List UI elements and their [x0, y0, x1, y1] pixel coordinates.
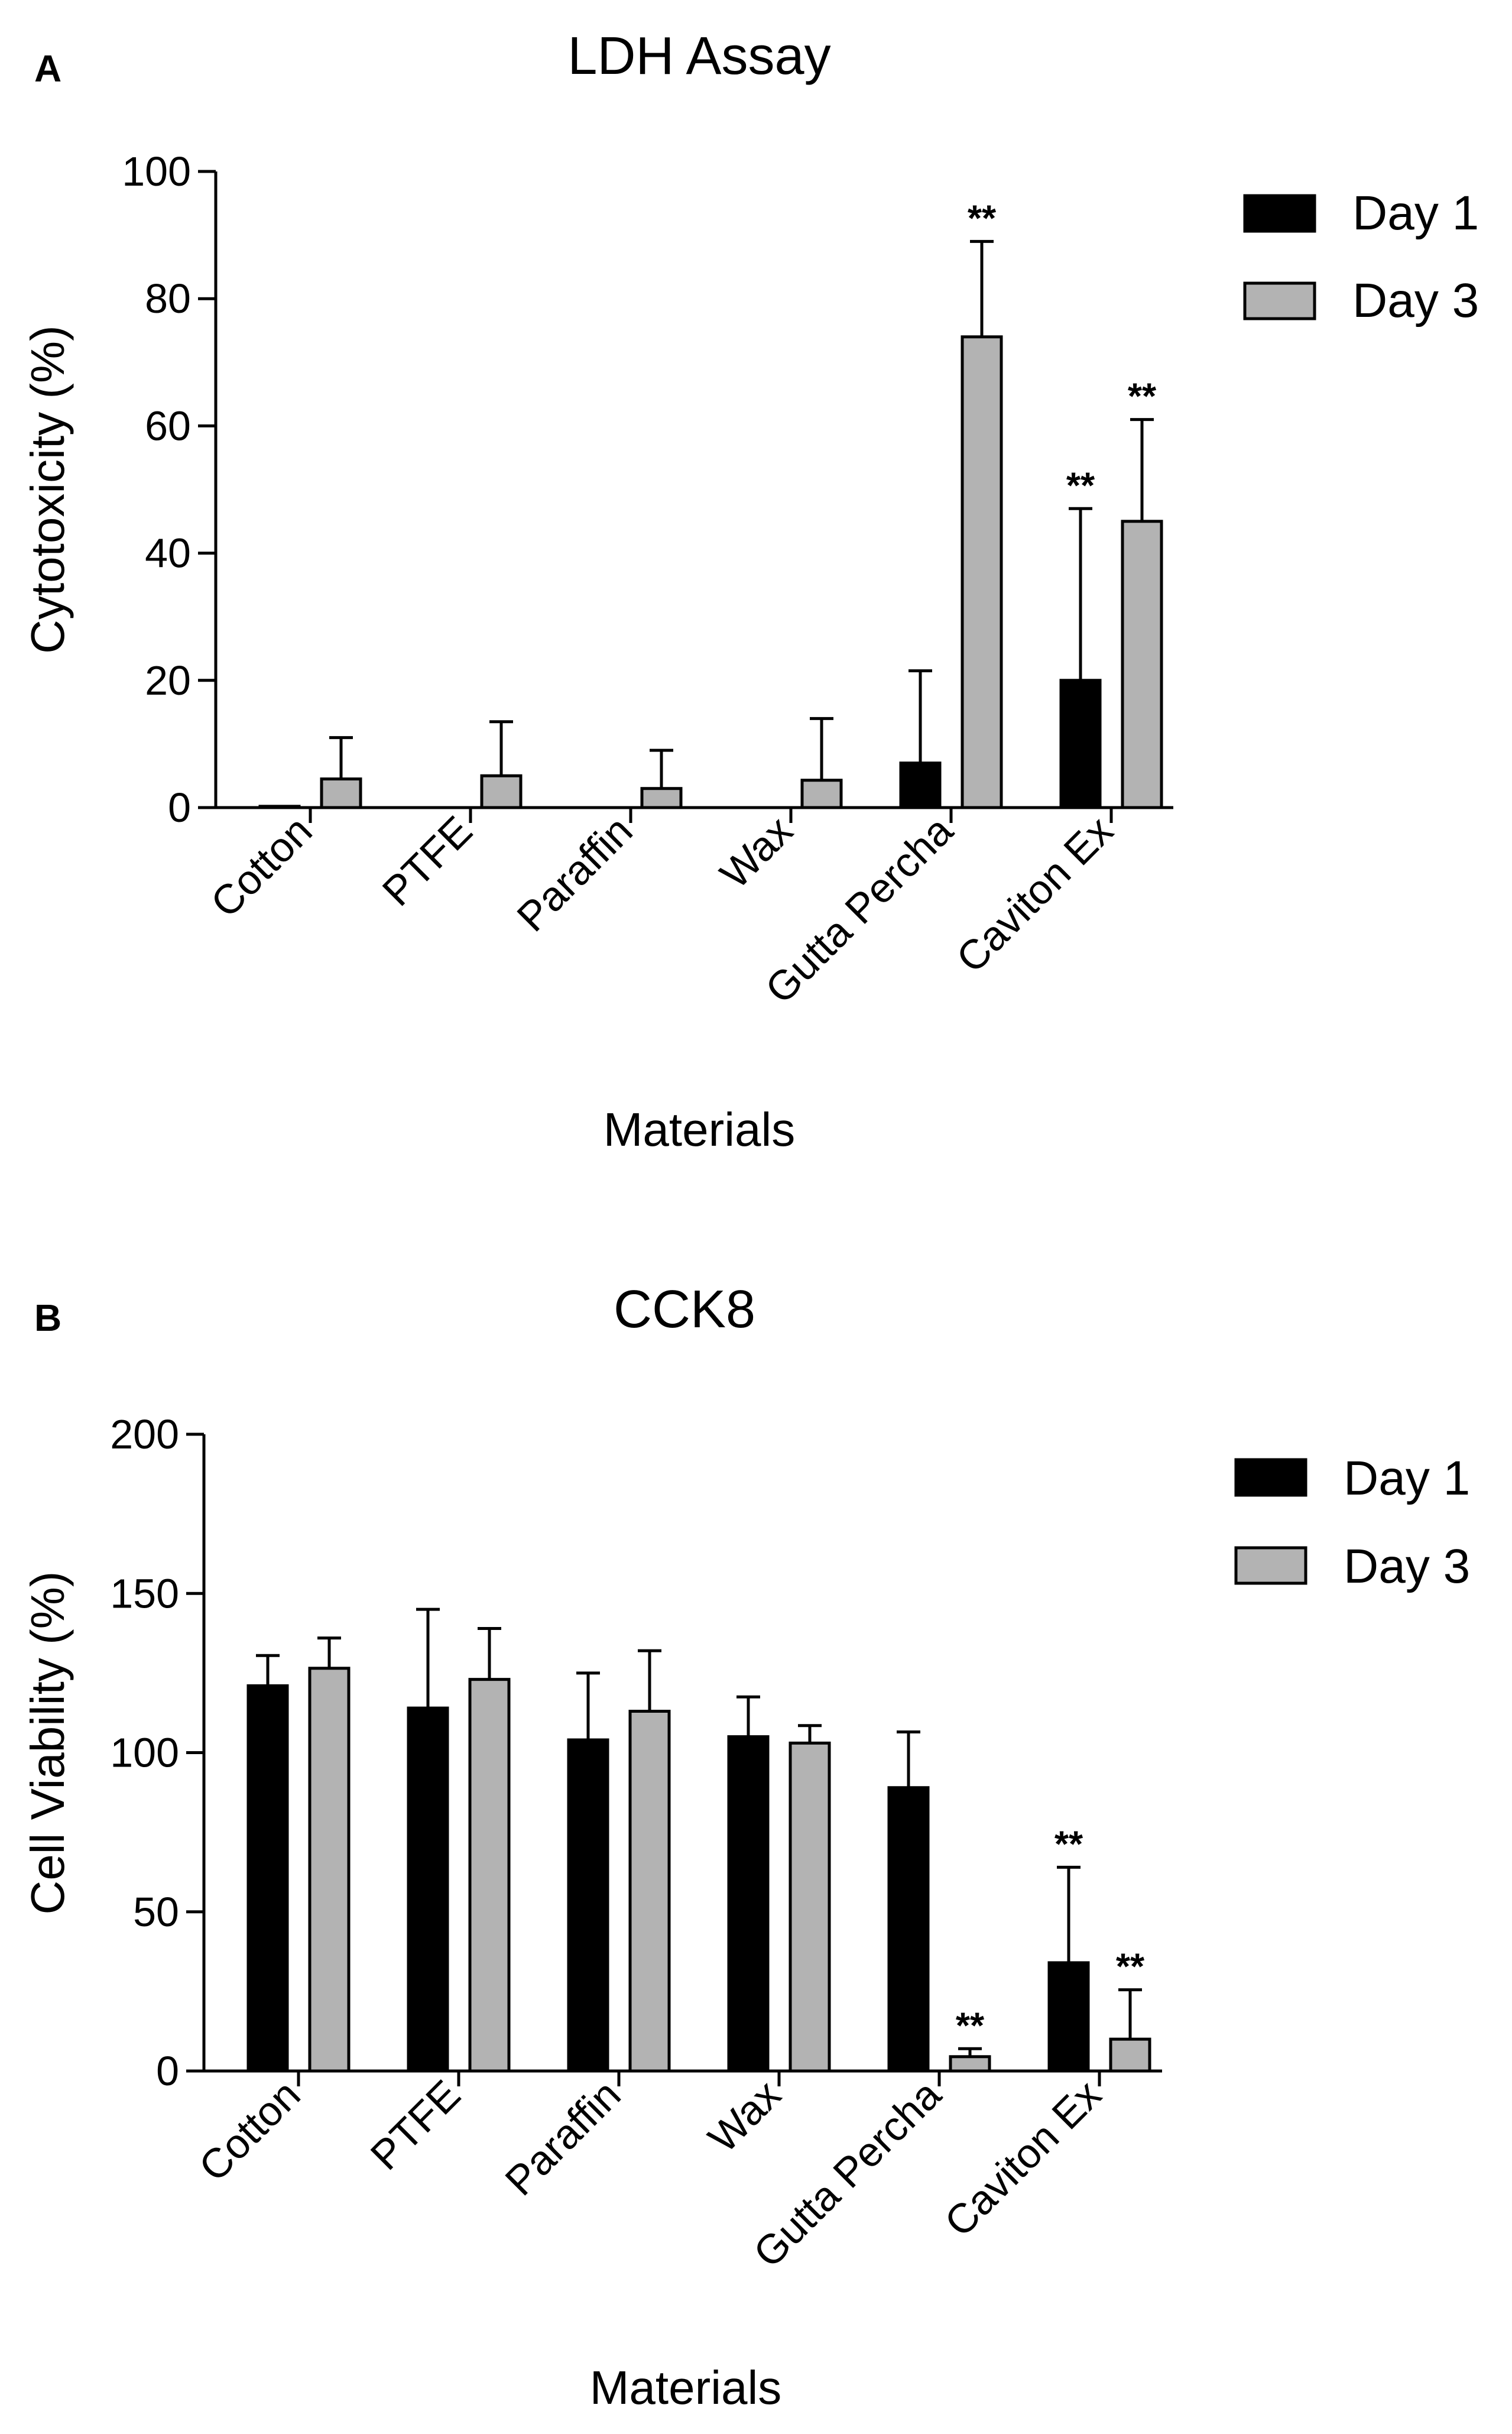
panel-a-error-bar-1-5: [1130, 418, 1154, 521]
panel-a-error-bar-0-4: [909, 669, 932, 763]
panel-a-y-tick-label-2: 40: [145, 530, 191, 576]
panel-b-bar-day1-4: [887, 1786, 930, 2073]
panel-b-category-label-2: Paraffin: [497, 2071, 630, 2204]
panel-a-title: LDH Assay: [567, 27, 830, 86]
panel-b-bar-day3-2: [628, 1709, 671, 2073]
panel-b-legend: Day 1 Day 3: [1234, 1451, 1470, 1593]
panel-b-letter: B: [34, 1297, 61, 1339]
panel-b-x-axis-label: Materials: [590, 2361, 782, 2414]
panel-b-y-tick-label-1: 50: [133, 1889, 179, 1935]
panel-a-category-label-1: PTFE: [374, 807, 481, 915]
panel-a-error-bar-1-1: [489, 720, 513, 776]
panel-a-error-bar-1-2: [650, 748, 673, 789]
panel-a-bars: ** ** **: [258, 198, 1163, 809]
panel-a-significance-1-5: **: [1128, 377, 1157, 417]
panel-b-error-bar-0-2: [576, 1671, 600, 1740]
panel-b-y-tick-label-3: 150: [110, 1570, 179, 1616]
panel-b-bars: ** ** **: [246, 1607, 1151, 2073]
panel-a-error-bar-0-5: [1069, 507, 1092, 680]
panel-b-bar-day1-2: [567, 1738, 609, 2073]
panel-b-title: CCK8: [614, 1280, 755, 1339]
panel-b-category-label-1: PTFE: [362, 2071, 469, 2179]
panel-a-category-label-3: Wax: [711, 807, 801, 897]
panel-b-y-tick-label-4: 200: [110, 1411, 179, 1457]
panel-b-bar-day1-1: [407, 1706, 449, 2073]
panel-b-significance-0-5: **: [1054, 1824, 1083, 1865]
panel-a-significance-0-5: **: [1066, 465, 1095, 506]
panel-a-y-tick-label-4: 80: [145, 276, 191, 322]
panel-b-error-bar-1-4: [958, 2047, 982, 2057]
panel-b-y-tick-label-2: 100: [110, 1730, 179, 1776]
panel-a-significance-1-4: **: [968, 198, 997, 239]
panel-a-category-label-2: Paraffin: [508, 807, 641, 940]
panel-a-bar-day3-2: [640, 787, 683, 809]
panel-b-legend-swatch-day3: [1234, 1546, 1307, 1585]
panel-b-cck8-chart: B CCK8 Cell Viability (%) Materials 0 50 1…: [21, 1280, 1470, 2414]
panel-b-significance-1-5: **: [1116, 1947, 1145, 1988]
panel-b-error-bar-1-0: [317, 1636, 341, 1668]
panel-a-ldh-chart: A LDH Assay Cytotoxicity (%) Materials 0…: [21, 27, 1479, 1156]
panel-a-legend-swatch-day1: [1243, 194, 1316, 233]
panel-b-error-bar-0-1: [416, 1607, 440, 1709]
panel-a-legend: Day 1 Day 3: [1243, 186, 1479, 328]
panel-a-bar-day1-4: [899, 761, 942, 809]
panel-b-y-axis-label: Cell Viability (%): [21, 1571, 74, 1915]
panel-b-legend-label-day1: Day 1: [1344, 1451, 1470, 1505]
panel-a-letter: A: [34, 47, 61, 90]
panel-b-error-bar-0-0: [256, 1654, 280, 1686]
panel-b-y-tick-label-0: 0: [156, 2048, 179, 2094]
panel-a-y-axis-label: Cytotoxicity (%): [21, 325, 74, 654]
panel-b-category-label-0: Cotton: [190, 2071, 309, 2190]
panel-b-error-bar-0-4: [897, 1730, 920, 1788]
panel-a-category-label-0: Cotton: [202, 807, 321, 926]
panel-a-bar-day3-5: [1121, 520, 1163, 809]
panel-a-x-axis-label: Materials: [603, 1103, 796, 1156]
panel-a-error-bar-1-3: [810, 717, 833, 780]
panel-b-error-bar-1-1: [478, 1626, 501, 1680]
panel-a-error-bar-1-0: [329, 736, 353, 779]
panel-b-bar-day1-5: [1047, 1961, 1090, 2073]
panel-b-bar-day3-5: [1109, 2037, 1151, 2073]
panel-a-error-bar-1-4: [970, 239, 994, 337]
panel-b-error-bar-1-5: [1118, 1988, 1142, 2040]
panel-b-bar-day3-4: [949, 2055, 991, 2073]
panel-b-bar-day3-1: [468, 1678, 511, 2073]
panel-a-legend-label-day3: Day 3: [1352, 274, 1479, 328]
panel-b-bar-day1-3: [727, 1735, 770, 2073]
panel-b-category-label-5: Caviton Ex: [936, 2071, 1109, 2245]
panel-a-bar-day1-5: [1059, 679, 1102, 809]
panel-b-error-bar-0-3: [736, 1695, 760, 1737]
panel-b-bar-day3-3: [789, 1741, 831, 2073]
panel-b-error-bar-1-3: [798, 1724, 822, 1743]
panel-a-y-ticks: 0 20 40 60 80 100: [122, 148, 216, 831]
panel-a-bar-day3-0: [320, 777, 362, 809]
panel-a-y-tick-label-3: 60: [145, 403, 191, 449]
panel-a-y-tick-label-1: 20: [145, 657, 191, 704]
panel-a-legend-label-day1: Day 1: [1352, 186, 1479, 240]
panel-a-bar-day3-1: [480, 774, 523, 809]
panel-a-legend-swatch-day3: [1243, 281, 1316, 320]
panel-a-category-label-5: Caviton Ex: [948, 807, 1121, 981]
panel-a-y-tick-label-5: 100: [122, 148, 191, 195]
panel-b-category-label-3: Wax: [699, 2071, 789, 2161]
panel-b-error-bar-0-5: [1057, 1865, 1081, 1963]
panel-a-bar-day3-4: [961, 335, 1003, 809]
panel-b-y-ticks: 0 50 100 150 200: [110, 1411, 204, 2094]
panel-b-significance-1-4: **: [956, 2005, 985, 2046]
panel-a-y-tick-label-0: 0: [168, 785, 191, 831]
panel-b-legend-label-day3: Day 3: [1344, 1540, 1470, 1593]
panel-b-legend-swatch-day1: [1234, 1458, 1307, 1497]
panel-a-bar-day3-3: [800, 779, 843, 809]
panel-b-error-bar-1-2: [638, 1649, 661, 1712]
panel-b-bar-day1-0: [246, 1684, 289, 2073]
panel-b-bar-day3-0: [308, 1667, 351, 2073]
